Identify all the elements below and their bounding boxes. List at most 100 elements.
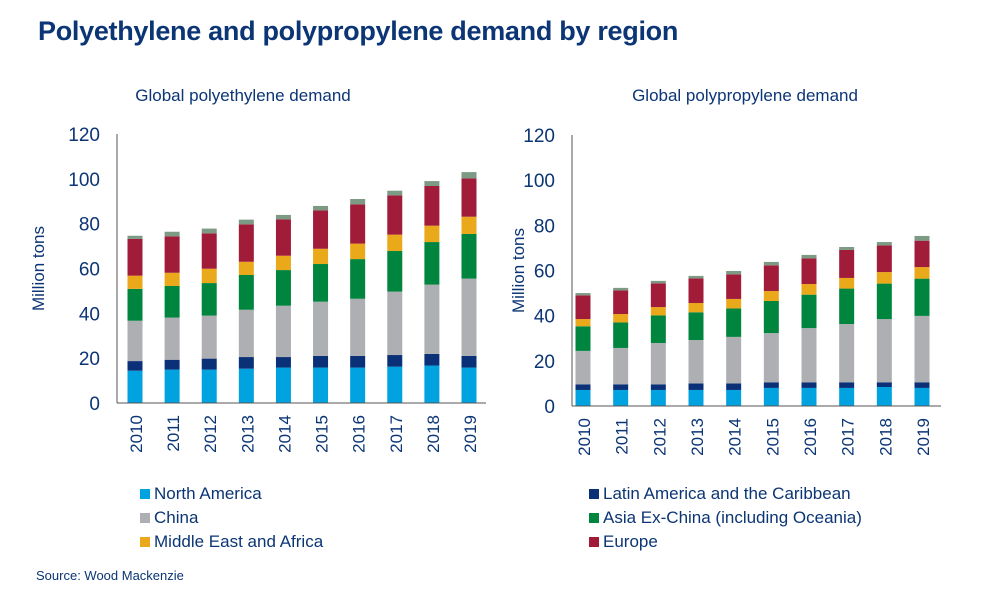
- page-title: Polyethylene and polypropylene demand by…: [38, 16, 679, 46]
- bar-segment-other: [876, 242, 892, 246]
- bar-segment-other: [201, 228, 217, 234]
- legend-label: Middle East and Africa: [154, 532, 324, 551]
- bar-segment-middle-east-and-africa: [650, 307, 666, 316]
- bar-segment-north-america: [876, 387, 892, 406]
- bar-segment-asia-ex-china-including-oceania: [461, 233, 477, 279]
- x-tick-label: 2017: [839, 418, 858, 456]
- bar-segment-latin-america-and-the-caribbean: [726, 383, 742, 390]
- bar-segment-north-america: [350, 367, 366, 403]
- legend-item: China: [140, 506, 323, 530]
- bar-segment-other: [275, 214, 291, 220]
- bar-segment-other: [350, 199, 366, 205]
- bar-segment-asia-ex-china-including-oceania: [424, 242, 440, 285]
- bar-segment-europe: [575, 295, 591, 320]
- bar-segment-europe: [839, 249, 855, 278]
- y-tick-label: 40: [534, 307, 555, 328]
- bar-segment-middle-east-and-africa: [424, 225, 440, 243]
- bar-segment-asia-ex-china-including-oceania: [876, 283, 892, 320]
- bar-segment-latin-america-and-the-caribbean: [461, 355, 477, 368]
- y-tick-label: 20: [534, 352, 555, 373]
- legend-right: Latin America and the Caribbean Asia Ex-C…: [589, 482, 862, 554]
- bar-segment-china: [575, 350, 591, 385]
- bar-segment-north-america: [801, 387, 817, 406]
- bar-segment-middle-east-and-africa: [164, 272, 180, 286]
- bar-segment-europe: [238, 224, 254, 262]
- bar-segment-asia-ex-china-including-oceania: [313, 264, 329, 302]
- x-tick-label: 2016: [350, 415, 369, 453]
- bar-segment-other: [313, 205, 329, 211]
- bar-segment-china: [238, 309, 254, 358]
- bar-segment-latin-america-and-the-caribbean: [201, 358, 217, 370]
- bar-segment-latin-america-and-the-caribbean: [350, 355, 366, 368]
- bar-segment-asia-ex-china-including-oceania: [275, 270, 291, 306]
- bar-segment-china: [688, 340, 704, 384]
- x-tick-label: 2018: [424, 415, 443, 453]
- bar-segment-asia-ex-china-including-oceania: [613, 322, 629, 348]
- bar-segment-latin-america-and-the-caribbean: [275, 357, 291, 368]
- chart-title: Global polyethylene demand: [135, 86, 350, 105]
- bar-segment-china: [613, 347, 629, 385]
- bar-segment-asia-ex-china-including-oceania: [801, 294, 817, 329]
- x-tick-label: 2017: [387, 415, 406, 453]
- x-tick-label: 2019: [461, 415, 480, 453]
- bar-segment-europe: [350, 204, 366, 244]
- y-tick-label: 100: [523, 171, 555, 192]
- legend-swatch: [140, 537, 150, 547]
- bar-segment-china: [201, 315, 217, 359]
- bar-segment-other: [650, 280, 666, 284]
- bar-segment-europe: [201, 233, 217, 269]
- bar-segment-north-america: [726, 389, 742, 406]
- bar-segment-north-america: [424, 365, 440, 403]
- bar-segment-asia-ex-china-including-oceania: [238, 275, 254, 310]
- bar-segment-china: [914, 315, 930, 383]
- bar-segment-china: [839, 324, 855, 383]
- legend-left: North America China Middle East and Africa: [140, 482, 323, 554]
- bar-segment-middle-east-and-africa: [839, 277, 855, 289]
- bar-segment-europe: [613, 290, 629, 315]
- bar-segment-other: [801, 254, 817, 259]
- bar-segment-north-america: [201, 369, 217, 403]
- bar-segment-china: [461, 278, 477, 356]
- bar-segment-north-america: [127, 370, 143, 403]
- bar-segment-north-america: [914, 387, 930, 406]
- bar-segment-middle-east-and-africa: [127, 275, 143, 289]
- bar-segment-other: [613, 287, 629, 291]
- bar-segment-middle-east-and-africa: [763, 291, 779, 301]
- bar-segment-china: [424, 284, 440, 354]
- bar-segment-china: [763, 333, 779, 383]
- bar-segment-north-america: [275, 367, 291, 403]
- bar-segment-other: [726, 270, 742, 275]
- y-tick-label: 80: [79, 215, 100, 236]
- bar-segment-asia-ex-china-including-oceania: [763, 300, 779, 334]
- bar-segment-china: [350, 298, 366, 356]
- x-tick-label: 2013: [238, 415, 257, 453]
- y-tick-label: 0: [89, 394, 100, 415]
- bar-segment-asia-ex-china-including-oceania: [914, 278, 930, 316]
- x-tick-label: 2014: [726, 418, 745, 456]
- bar-segment-north-america: [650, 389, 666, 406]
- bar-segment-north-america: [164, 369, 180, 403]
- bar-segment-latin-america-and-the-caribbean: [801, 382, 817, 388]
- bar-segment-latin-america-and-the-caribbean: [424, 353, 440, 366]
- bar-segment-china: [801, 328, 817, 383]
- x-tick-label: 2012: [650, 418, 669, 456]
- y-tick-label: 60: [534, 262, 555, 283]
- legend-swatch: [589, 513, 599, 523]
- bar-segment-china: [650, 342, 666, 385]
- x-tick-label: 2016: [801, 418, 820, 456]
- bar-segment-europe: [275, 219, 291, 256]
- bar-segment-china: [876, 319, 892, 383]
- source-note: Source: Wood Mackenzie: [36, 568, 184, 583]
- bar-segment-europe: [876, 245, 892, 273]
- y-axis-label: Million tons: [29, 226, 48, 311]
- bar-segment-north-america: [387, 366, 403, 403]
- bar-segment-latin-america-and-the-caribbean: [238, 357, 254, 369]
- bar-segment-asia-ex-china-including-oceania: [201, 283, 217, 316]
- bar-segment-europe: [127, 238, 143, 276]
- x-tick-label: 2010: [127, 415, 146, 453]
- legend-label: Europe: [603, 532, 658, 551]
- bar-segment-europe: [914, 240, 930, 268]
- x-tick-label: 2018: [876, 418, 895, 456]
- bar-segment-other: [424, 181, 440, 187]
- bar-segment-latin-america-and-the-caribbean: [876, 382, 892, 388]
